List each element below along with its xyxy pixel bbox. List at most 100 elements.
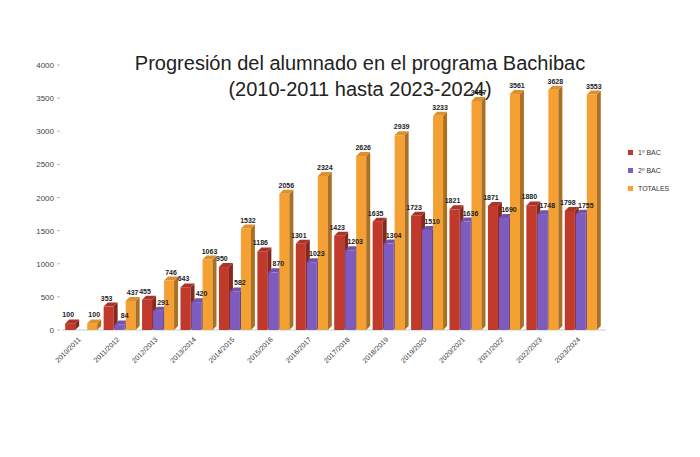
x-tick-label: 2016/2017 [284, 336, 312, 364]
bar-front [384, 244, 394, 330]
y-tick [57, 98, 60, 99]
data-label: 420 [196, 290, 208, 297]
bar-top [488, 202, 502, 206]
data-label: 1203 [347, 238, 363, 245]
x-tick-label: 2010/2011 [54, 336, 82, 364]
bar-top [279, 190, 293, 194]
x-tick-label: 2023/2024 [553, 336, 581, 364]
data-label: 1186 [253, 239, 268, 246]
y-tick [57, 330, 60, 331]
bar-front [230, 291, 240, 330]
y-tick [57, 131, 60, 132]
x-tick-label: 2022/2023 [515, 336, 543, 364]
bar-front [296, 244, 306, 330]
bar-front [422, 230, 432, 330]
bar-side [213, 256, 217, 330]
bar-side [366, 152, 370, 330]
bar [65, 319, 79, 330]
bar-top [472, 97, 486, 101]
data-label: 455 [139, 288, 151, 295]
data-label: 1755 [578, 202, 594, 209]
legend-swatch [628, 168, 633, 173]
x-tick-label: 2015/2016 [246, 336, 274, 364]
legend-label: 1º BAC [638, 149, 661, 156]
y-tick-label: 3500 [36, 94, 54, 103]
data-label: 1821 [445, 197, 461, 204]
y-tick-label: 1500 [36, 227, 54, 236]
data-label: 1798 [560, 199, 576, 206]
bar-side [289, 190, 293, 330]
bar-front [345, 250, 355, 330]
y-tick-label: 2000 [36, 194, 54, 203]
x-tick-label: 2014/2015 [207, 336, 235, 364]
bar-top [373, 218, 387, 222]
data-label: 2324 [317, 164, 333, 171]
y-tick-label: 2500 [36, 160, 54, 169]
legend-swatch [628, 186, 633, 191]
bar-top [142, 296, 156, 300]
y-tick-label: 3000 [36, 127, 54, 136]
data-label: 643 [178, 275, 190, 282]
bar-top [126, 297, 140, 301]
bar-top [203, 256, 217, 260]
bar-side [558, 86, 562, 330]
bar-top [241, 225, 255, 229]
y-tick [57, 263, 60, 264]
legend-label: 2º BAC [638, 167, 661, 174]
data-label: 1880 [522, 193, 538, 200]
bar-top [318, 172, 332, 176]
bar-top [334, 232, 348, 236]
bar-front [104, 307, 114, 330]
data-label: 437 [127, 289, 139, 296]
bar-top [296, 240, 310, 244]
bar-side [443, 112, 447, 330]
bar-top [411, 212, 425, 216]
bar-front [499, 218, 509, 330]
bar-top [548, 86, 562, 90]
bar-top [587, 91, 601, 95]
bar-top [510, 90, 524, 94]
data-label: 746 [165, 269, 177, 276]
bar-front [115, 324, 125, 330]
data-label: 3233 [432, 104, 448, 111]
data-label: 1301 [291, 232, 307, 239]
bar-top [219, 263, 233, 267]
y-tick [57, 65, 60, 66]
x-tick-label: 2013/2014 [169, 336, 197, 364]
bars [65, 86, 601, 330]
bar-side [597, 91, 601, 330]
bar-side [136, 297, 140, 330]
bar-top [526, 201, 540, 205]
bar-front [181, 287, 191, 330]
x-tick-label: 2011/2012 [92, 336, 120, 364]
y-tick [57, 164, 60, 165]
bar-side [405, 131, 409, 330]
data-label: 100 [88, 311, 100, 318]
data-label: 1063 [202, 248, 218, 255]
bar-side [482, 97, 486, 330]
data-label: 870 [273, 260, 285, 267]
data-label: 1023 [309, 250, 325, 257]
bar-front [461, 222, 471, 330]
data-label: 2626 [355, 144, 371, 151]
data-label: 100 [62, 311, 74, 318]
data-label: 2939 [394, 123, 410, 130]
bar-front [537, 214, 547, 330]
data-label: 1423 [329, 224, 345, 231]
bar-front [268, 272, 278, 330]
x-tick-label: 2017/2018 [323, 336, 351, 364]
bar-front [526, 205, 536, 330]
bar-side [328, 172, 332, 330]
bar-top [433, 112, 447, 116]
bar-top [181, 283, 195, 287]
data-label: 950 [216, 255, 228, 262]
bar-front [307, 262, 317, 330]
data-label: 84 [121, 312, 129, 319]
data-labels: 1001003538443745529174664342010639505821… [62, 78, 601, 320]
x-tick-label: 2018/2019 [361, 336, 389, 364]
bar-side [520, 90, 524, 330]
title: Progresión del alumnado en el programa B… [135, 52, 585, 74]
bar-front [65, 323, 75, 330]
y-tick-label: 500 [41, 293, 55, 302]
x-tick-label: 2019/2020 [399, 336, 427, 364]
